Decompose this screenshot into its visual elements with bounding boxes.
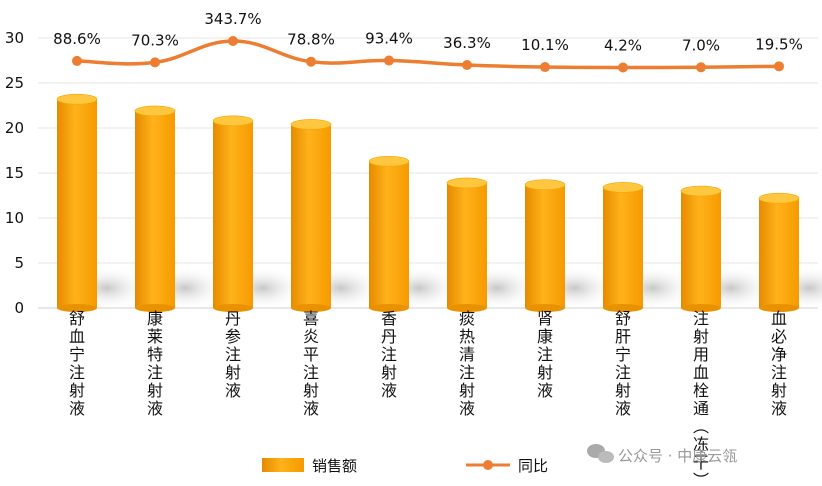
yoy-point <box>228 36 238 46</box>
yoy-point <box>384 55 394 66</box>
bar <box>291 124 331 309</box>
bar-top <box>524 179 566 190</box>
bar-top <box>134 105 176 117</box>
category-label: 舒肝宁注射液 <box>615 309 631 418</box>
yoy-data-label: 36.3% <box>443 34 491 52</box>
bar-base <box>135 304 175 312</box>
bar-top <box>212 115 254 127</box>
y-tick-label: 30 <box>5 29 24 47</box>
yoy-line <box>72 36 784 73</box>
bar-base <box>603 304 643 312</box>
bar-top <box>290 119 332 130</box>
bar <box>213 120 253 308</box>
category-label: 喜炎平注射液 <box>303 309 319 418</box>
yoy-point <box>618 62 628 73</box>
bar <box>135 110 175 309</box>
yoy-line-path <box>76 39 780 70</box>
yoy-point <box>540 62 550 73</box>
legend-bar-swatch <box>262 458 304 472</box>
category-label: 丹参注射液 <box>225 309 241 400</box>
y-tick-label: 20 <box>5 119 24 137</box>
y-tick-label: 10 <box>5 209 24 227</box>
category-label: 肾康注射液 <box>537 309 553 400</box>
bar-top <box>680 185 722 197</box>
bar-top <box>368 156 410 167</box>
legend: 销售额 同比 <box>262 457 548 475</box>
yoy-point <box>696 62 706 73</box>
y-tick-label: 5 <box>14 254 24 272</box>
category-label: 香丹注射液 <box>381 309 397 400</box>
bar-base <box>369 304 409 312</box>
yoy-data-label: 343.7% <box>204 10 261 28</box>
y-tick-label: 0 <box>14 299 24 317</box>
watermark: 公众号 · 中康云瓴 <box>587 444 737 465</box>
bar <box>369 161 409 308</box>
wechat-icon <box>587 444 614 463</box>
bar-base <box>759 304 799 312</box>
category-label: 舒血宁注射液 <box>69 309 85 418</box>
y-tick-label: 15 <box>5 164 24 182</box>
bar <box>603 187 643 308</box>
x-axis-labels: 舒血宁注射液 康莱特注射液 丹参注射液 喜炎平注射液 香丹注射液 痰热清注射液 肾康注射液 舒… <box>69 309 787 486</box>
watermark-text: 公众号 · 中康云瓴 <box>618 447 737 465</box>
bar <box>57 99 97 308</box>
bar-base <box>57 304 97 312</box>
legend-line-label: 同比 <box>518 457 548 475</box>
yoy-point <box>774 61 784 72</box>
bar-top <box>56 93 98 105</box>
category-label: 康莱特注射液 <box>147 309 163 418</box>
legend-line-marker <box>483 460 493 470</box>
yoy-data-label: 88.6% <box>53 30 101 48</box>
bar-base <box>447 304 487 312</box>
legend-bar-label: 销售额 <box>312 457 357 475</box>
bar-base <box>213 304 253 312</box>
yoy-data-label: 10.1% <box>521 36 569 54</box>
yoy-point <box>72 55 82 66</box>
bar-top <box>446 177 488 189</box>
category-label: 注射用血栓通︵冻干︶ <box>693 309 709 486</box>
yoy-data-label: 70.3% <box>131 31 179 49</box>
yoy-data-label: 4.2% <box>604 37 642 55</box>
bar <box>525 184 565 308</box>
bar-base <box>525 304 565 312</box>
yoy-data-label: 78.8% <box>287 31 335 49</box>
bar <box>759 198 799 308</box>
bar <box>447 182 487 308</box>
yoy-point <box>462 60 472 71</box>
yoy-point <box>150 57 160 68</box>
yoy-data-label: 7.0% <box>682 36 720 54</box>
category-label: 痰热清注射液 <box>459 309 475 418</box>
y-tick-label: 25 <box>5 74 24 92</box>
yoy-data-label: 19.5% <box>755 35 803 53</box>
bar-top <box>758 192 800 204</box>
bar-top <box>602 182 644 193</box>
data-labels: 88.6% 70.3% 343.7% 78.8% 93.4% 36.3% 10.1% 4.2%… <box>53 10 803 55</box>
yoy-data-label: 93.4% <box>365 30 413 48</box>
category-label: 血必净注射液 <box>771 309 787 418</box>
bar-base <box>681 304 721 312</box>
bar-base <box>291 304 331 312</box>
yoy-point <box>306 56 316 67</box>
bar <box>681 191 721 308</box>
bars <box>56 93 800 312</box>
